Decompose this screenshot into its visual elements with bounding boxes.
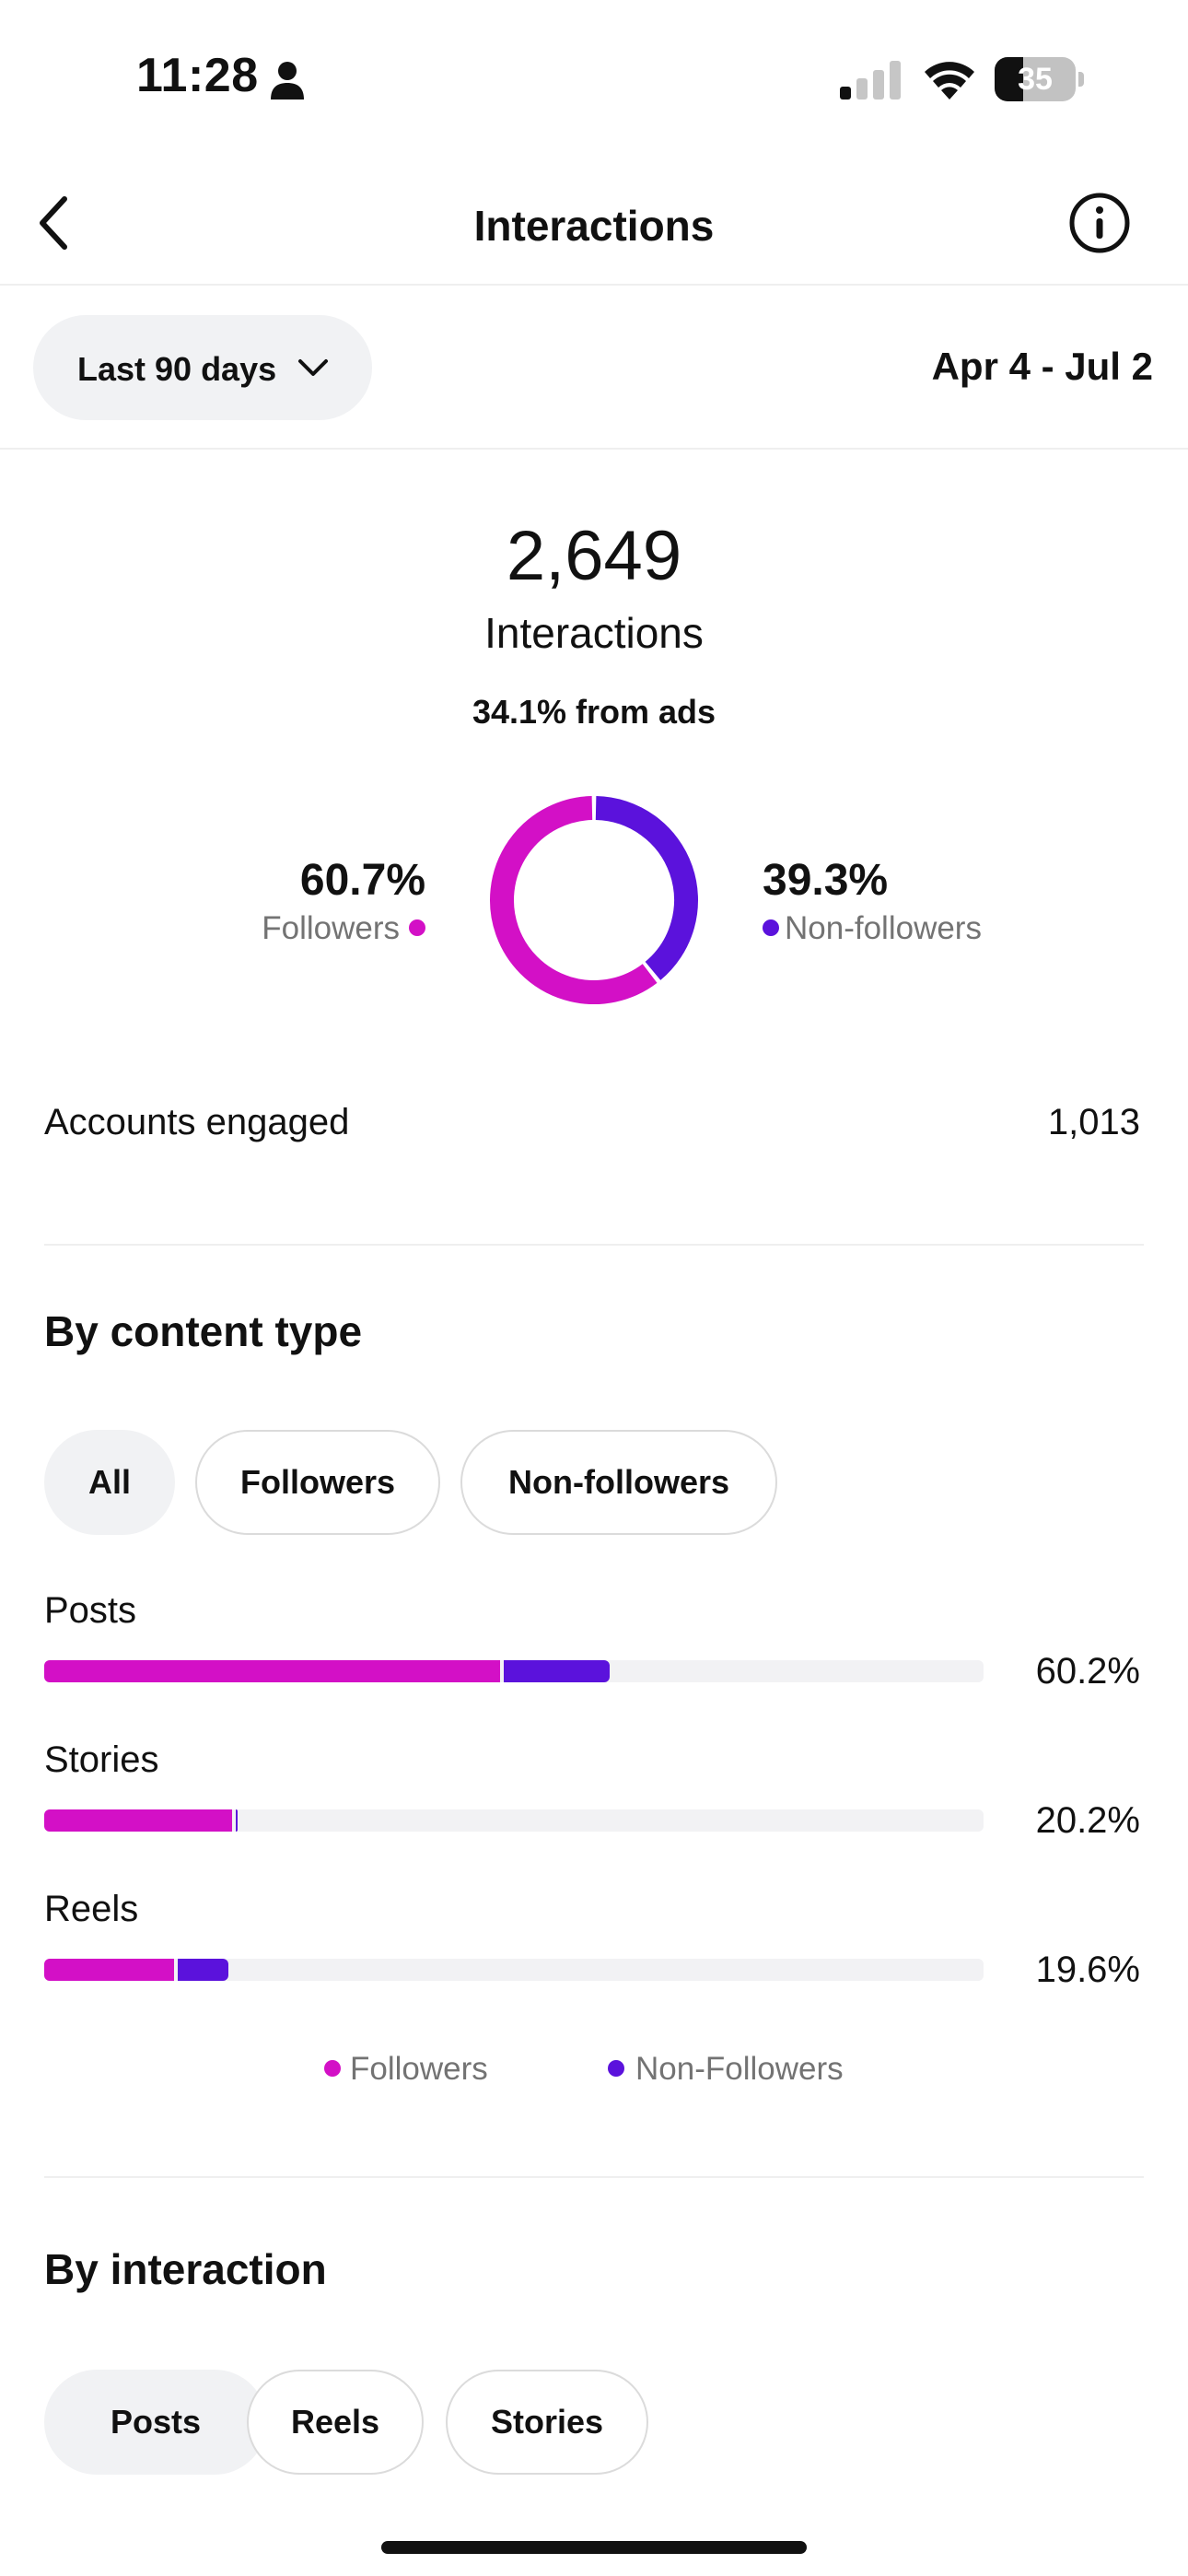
legend-dot-nonfollowers	[608, 2060, 624, 2077]
content-row-pct-posts: 60.2%	[1035, 1651, 1140, 1692]
content-bar-posts	[44, 1660, 984, 1682]
content-row-label-reels: Reels	[44, 1889, 139, 1929]
total-interactions-label: Interactions	[484, 609, 704, 657]
bar-segment-followers	[44, 1660, 500, 1682]
donut-segment-nonfollowers	[595, 796, 698, 980]
status-bar: 11:28 35	[0, 0, 1188, 157]
back-arrow-icon[interactable]	[33, 193, 74, 252]
accounts-engaged-value: 1,013	[1047, 1102, 1140, 1142]
status-time: 11:28	[136, 49, 259, 102]
content-bar-reels	[44, 1959, 984, 1981]
info-icon[interactable]	[1068, 192, 1131, 254]
bar-segment-nonfollowers	[503, 1660, 611, 1682]
date-range-text: Apr 4 - Jul 2	[931, 345, 1153, 388]
content-chip-followers[interactable]: Followers	[195, 1430, 440, 1535]
content-row-pct-reels: 19.6%	[1035, 1950, 1140, 1990]
interaction-chip-posts[interactable]: Posts	[44, 2370, 267, 2475]
nonfollowers-percent: 39.3%	[763, 856, 889, 905]
person-icon	[271, 62, 304, 100]
bar-segment-nonfollowers	[177, 1959, 228, 1981]
content-type-title: By content type	[44, 1307, 363, 1355]
followers-percent: 60.7%	[299, 856, 425, 905]
nonfollowers-legend-dot	[763, 919, 779, 936]
section-divider	[44, 2176, 1144, 2178]
bar-segment-followers	[44, 1959, 174, 1981]
battery-percent: 35	[1018, 62, 1053, 97]
content-row-label-posts: Posts	[44, 1590, 137, 1631]
legend-label-nonfollowers: Non-Followers	[635, 2051, 844, 2087]
followers-legend-dot	[409, 919, 425, 936]
bar-segment-nonfollowers	[236, 1809, 238, 1832]
chevron-down-icon	[298, 359, 328, 376]
followers-label: Followers	[262, 910, 400, 946]
page-title: Interactions	[473, 202, 715, 250]
from-ads-text: 34.1% from ads	[472, 693, 716, 731]
cellular-signal-icon	[840, 61, 901, 100]
battery-indicator: 35	[995, 57, 1084, 101]
wifi-icon	[925, 62, 974, 100]
interaction-chip-stories[interactable]: Stories	[446, 2370, 648, 2475]
legend-dot-followers	[324, 2060, 341, 2077]
followers-split-donut-chart	[490, 796, 698, 1004]
date-range-dropdown[interactable]: Last 90 days	[33, 315, 372, 420]
interaction-chip-reels[interactable]: Reels	[247, 2370, 424, 2475]
content-row-pct-stories: 20.2%	[1035, 1800, 1140, 1841]
content-row-label-stories: Stories	[44, 1739, 159, 1780]
legend-label-followers: Followers	[350, 2051, 488, 2087]
nonfollowers-label: Non-followers	[785, 910, 982, 946]
date-filter-row: Last 90 days Apr 4 - Jul 2	[0, 287, 1188, 450]
content-bar-stories	[44, 1809, 984, 1832]
donut-segment-followers	[490, 796, 658, 1004]
content-chip-nonfollowers[interactable]: Non-followers	[460, 1430, 777, 1535]
total-interactions-value: 2,649	[506, 517, 682, 595]
bar-segment-followers	[44, 1809, 232, 1832]
accounts-engaged-label: Accounts engaged	[44, 1102, 350, 1142]
header-bar: Interactions	[0, 157, 1188, 286]
date-range-label: Last 90 days	[77, 350, 277, 388]
section-divider	[44, 1244, 1144, 1246]
home-indicator[interactable]	[381, 2541, 807, 2554]
by-interaction-title: By interaction	[44, 2245, 327, 2293]
content-chip-all[interactable]: All	[44, 1430, 175, 1535]
